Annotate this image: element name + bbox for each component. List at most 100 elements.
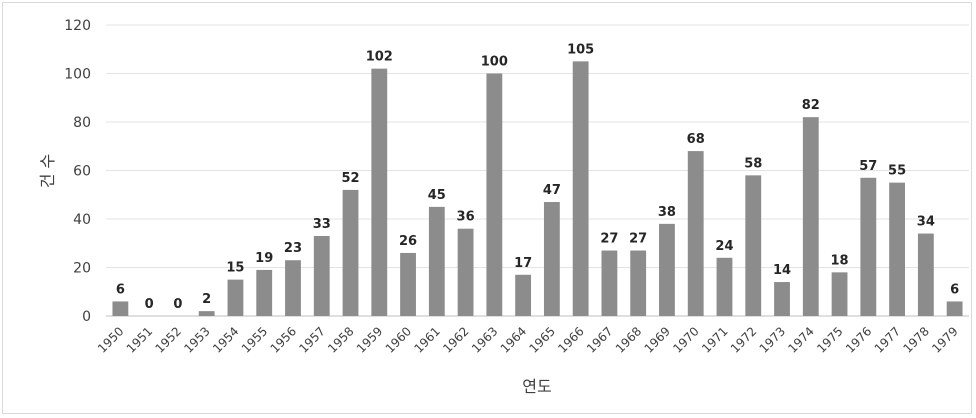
bar-1960 xyxy=(400,252,416,316)
bar-1967 xyxy=(601,250,618,316)
x-tick-label-1955: 1955 xyxy=(239,324,270,355)
bar-1958 xyxy=(342,189,359,316)
y-tick-label: 0 xyxy=(82,309,91,325)
bar-1968 xyxy=(630,250,647,316)
x-tick-label-1953: 1953 xyxy=(181,324,212,355)
y-tick-label: 120 xyxy=(64,18,91,34)
data-label-1970: 68 xyxy=(687,132,705,147)
y-tick-label: 60 xyxy=(73,164,91,180)
x-tick-label-1971: 1971 xyxy=(699,324,730,355)
data-label-1966: 105 xyxy=(567,42,594,57)
x-tick-label-1950: 1950 xyxy=(95,324,126,355)
bar-1971 xyxy=(716,257,733,316)
y-axis-title: 건 수 xyxy=(38,154,57,189)
x-tick-label-1975: 1975 xyxy=(814,324,845,355)
x-tick-label-1957: 1957 xyxy=(296,324,327,355)
bar-1972 xyxy=(745,175,762,316)
data-label-1967: 27 xyxy=(600,232,618,247)
data-label-1973: 14 xyxy=(773,263,791,278)
bar-1950 xyxy=(112,301,129,316)
data-label-1960: 26 xyxy=(399,234,417,249)
x-tick-label-1961: 1961 xyxy=(411,324,442,355)
bar-1974 xyxy=(802,117,819,317)
x-tick-label-1969: 1969 xyxy=(642,324,673,355)
data-label-1977: 55 xyxy=(888,164,906,179)
x-tick-label-1956: 1956 xyxy=(268,324,299,355)
bar-1966 xyxy=(572,61,589,316)
x-axis-ticks: 1950195119521953195419551956195719581959… xyxy=(95,324,961,355)
x-tick-label-1959: 1959 xyxy=(354,324,385,355)
x-tick-label-1968: 1968 xyxy=(613,324,644,355)
data-label-1969: 38 xyxy=(658,205,676,220)
data-label-1975: 18 xyxy=(831,253,849,268)
x-tick-label-1964: 1964 xyxy=(498,324,529,355)
data-label-1956: 23 xyxy=(284,241,302,256)
data-label-1952: 0 xyxy=(173,297,182,312)
x-tick-label-1962: 1962 xyxy=(440,324,471,355)
data-labels: 6 0 0 2 15 19 23 33 52 102 26 45 36 100 17 47 105 27 27 38 6… xyxy=(116,42,959,312)
x-tick-label-1954: 1954 xyxy=(210,324,241,355)
bar-1953 xyxy=(198,311,215,316)
data-label-1950: 6 xyxy=(116,282,125,297)
x-tick-label-1960: 1960 xyxy=(383,324,414,355)
y-tick-label: 80 xyxy=(73,115,91,131)
data-label-1955: 19 xyxy=(255,251,273,266)
x-tick-label-1972: 1972 xyxy=(728,324,759,355)
x-tick-label-1970: 1970 xyxy=(670,324,701,355)
bar-1954 xyxy=(227,279,244,316)
bar-1955 xyxy=(256,269,273,316)
data-label-1958: 52 xyxy=(341,171,359,186)
data-label-1976: 57 xyxy=(859,159,877,174)
bar-1964 xyxy=(515,274,532,316)
data-label-1964: 17 xyxy=(514,256,532,271)
bar-1957 xyxy=(313,235,330,316)
x-tick-label-1973: 1973 xyxy=(757,324,788,355)
y-tick-label: 40 xyxy=(73,212,91,228)
data-label-1963: 100 xyxy=(481,55,508,70)
data-label-1959: 102 xyxy=(366,50,393,65)
data-label-1957: 33 xyxy=(313,217,331,232)
x-tick-label-1967: 1967 xyxy=(584,324,615,355)
x-tick-label-1978: 1978 xyxy=(900,324,931,355)
bar-1978 xyxy=(917,233,934,316)
data-label-1974: 82 xyxy=(802,98,820,113)
x-tick-label-1965: 1965 xyxy=(527,324,558,355)
data-label-1961: 45 xyxy=(428,188,446,203)
bar-1970 xyxy=(687,151,704,316)
data-label-1965: 47 xyxy=(543,183,561,198)
data-label-1972: 58 xyxy=(744,156,762,171)
x-tick-label-1977: 1977 xyxy=(872,324,903,355)
bar-1956 xyxy=(285,260,301,316)
x-tick-label-1976: 1976 xyxy=(843,324,874,355)
gridlines xyxy=(106,24,969,317)
x-tick-label-1974: 1974 xyxy=(785,324,816,355)
data-label-1971: 24 xyxy=(715,239,733,254)
chart-frame: 0 20 40 60 80 100 120 6 0 0 2 15 19 23 33 52 102 26 45 36 1… xyxy=(2,2,972,414)
bar-1962 xyxy=(457,228,474,316)
bar-1975 xyxy=(831,272,848,316)
x-tick-label-1952: 1952 xyxy=(153,324,184,355)
bar-1977 xyxy=(889,182,905,316)
x-tick-label-1951: 1951 xyxy=(124,324,155,355)
bars xyxy=(112,61,963,317)
bar-1976 xyxy=(860,177,877,316)
x-tick-label-1958: 1958 xyxy=(325,324,356,355)
data-label-1954: 15 xyxy=(226,261,244,276)
bar-1959 xyxy=(371,68,388,317)
y-axis-ticks: 0 20 40 60 80 100 120 xyxy=(64,18,91,325)
x-tick-label-1979: 1979 xyxy=(929,324,960,355)
bar-1965 xyxy=(543,202,560,316)
x-axis-title: 연도 xyxy=(522,377,551,396)
data-label-1968: 27 xyxy=(629,232,647,247)
y-tick-label: 100 xyxy=(64,67,91,83)
bar-1969 xyxy=(659,223,675,316)
bar-1973 xyxy=(774,282,790,316)
bar-1963 xyxy=(486,73,503,316)
data-label-1951: 0 xyxy=(145,297,154,312)
data-label-1953: 2 xyxy=(202,292,211,307)
y-tick-label: 20 xyxy=(73,261,91,277)
data-label-1962: 36 xyxy=(457,210,475,225)
x-tick-label-1966: 1966 xyxy=(555,324,586,355)
data-label-1979: 6 xyxy=(950,282,959,297)
